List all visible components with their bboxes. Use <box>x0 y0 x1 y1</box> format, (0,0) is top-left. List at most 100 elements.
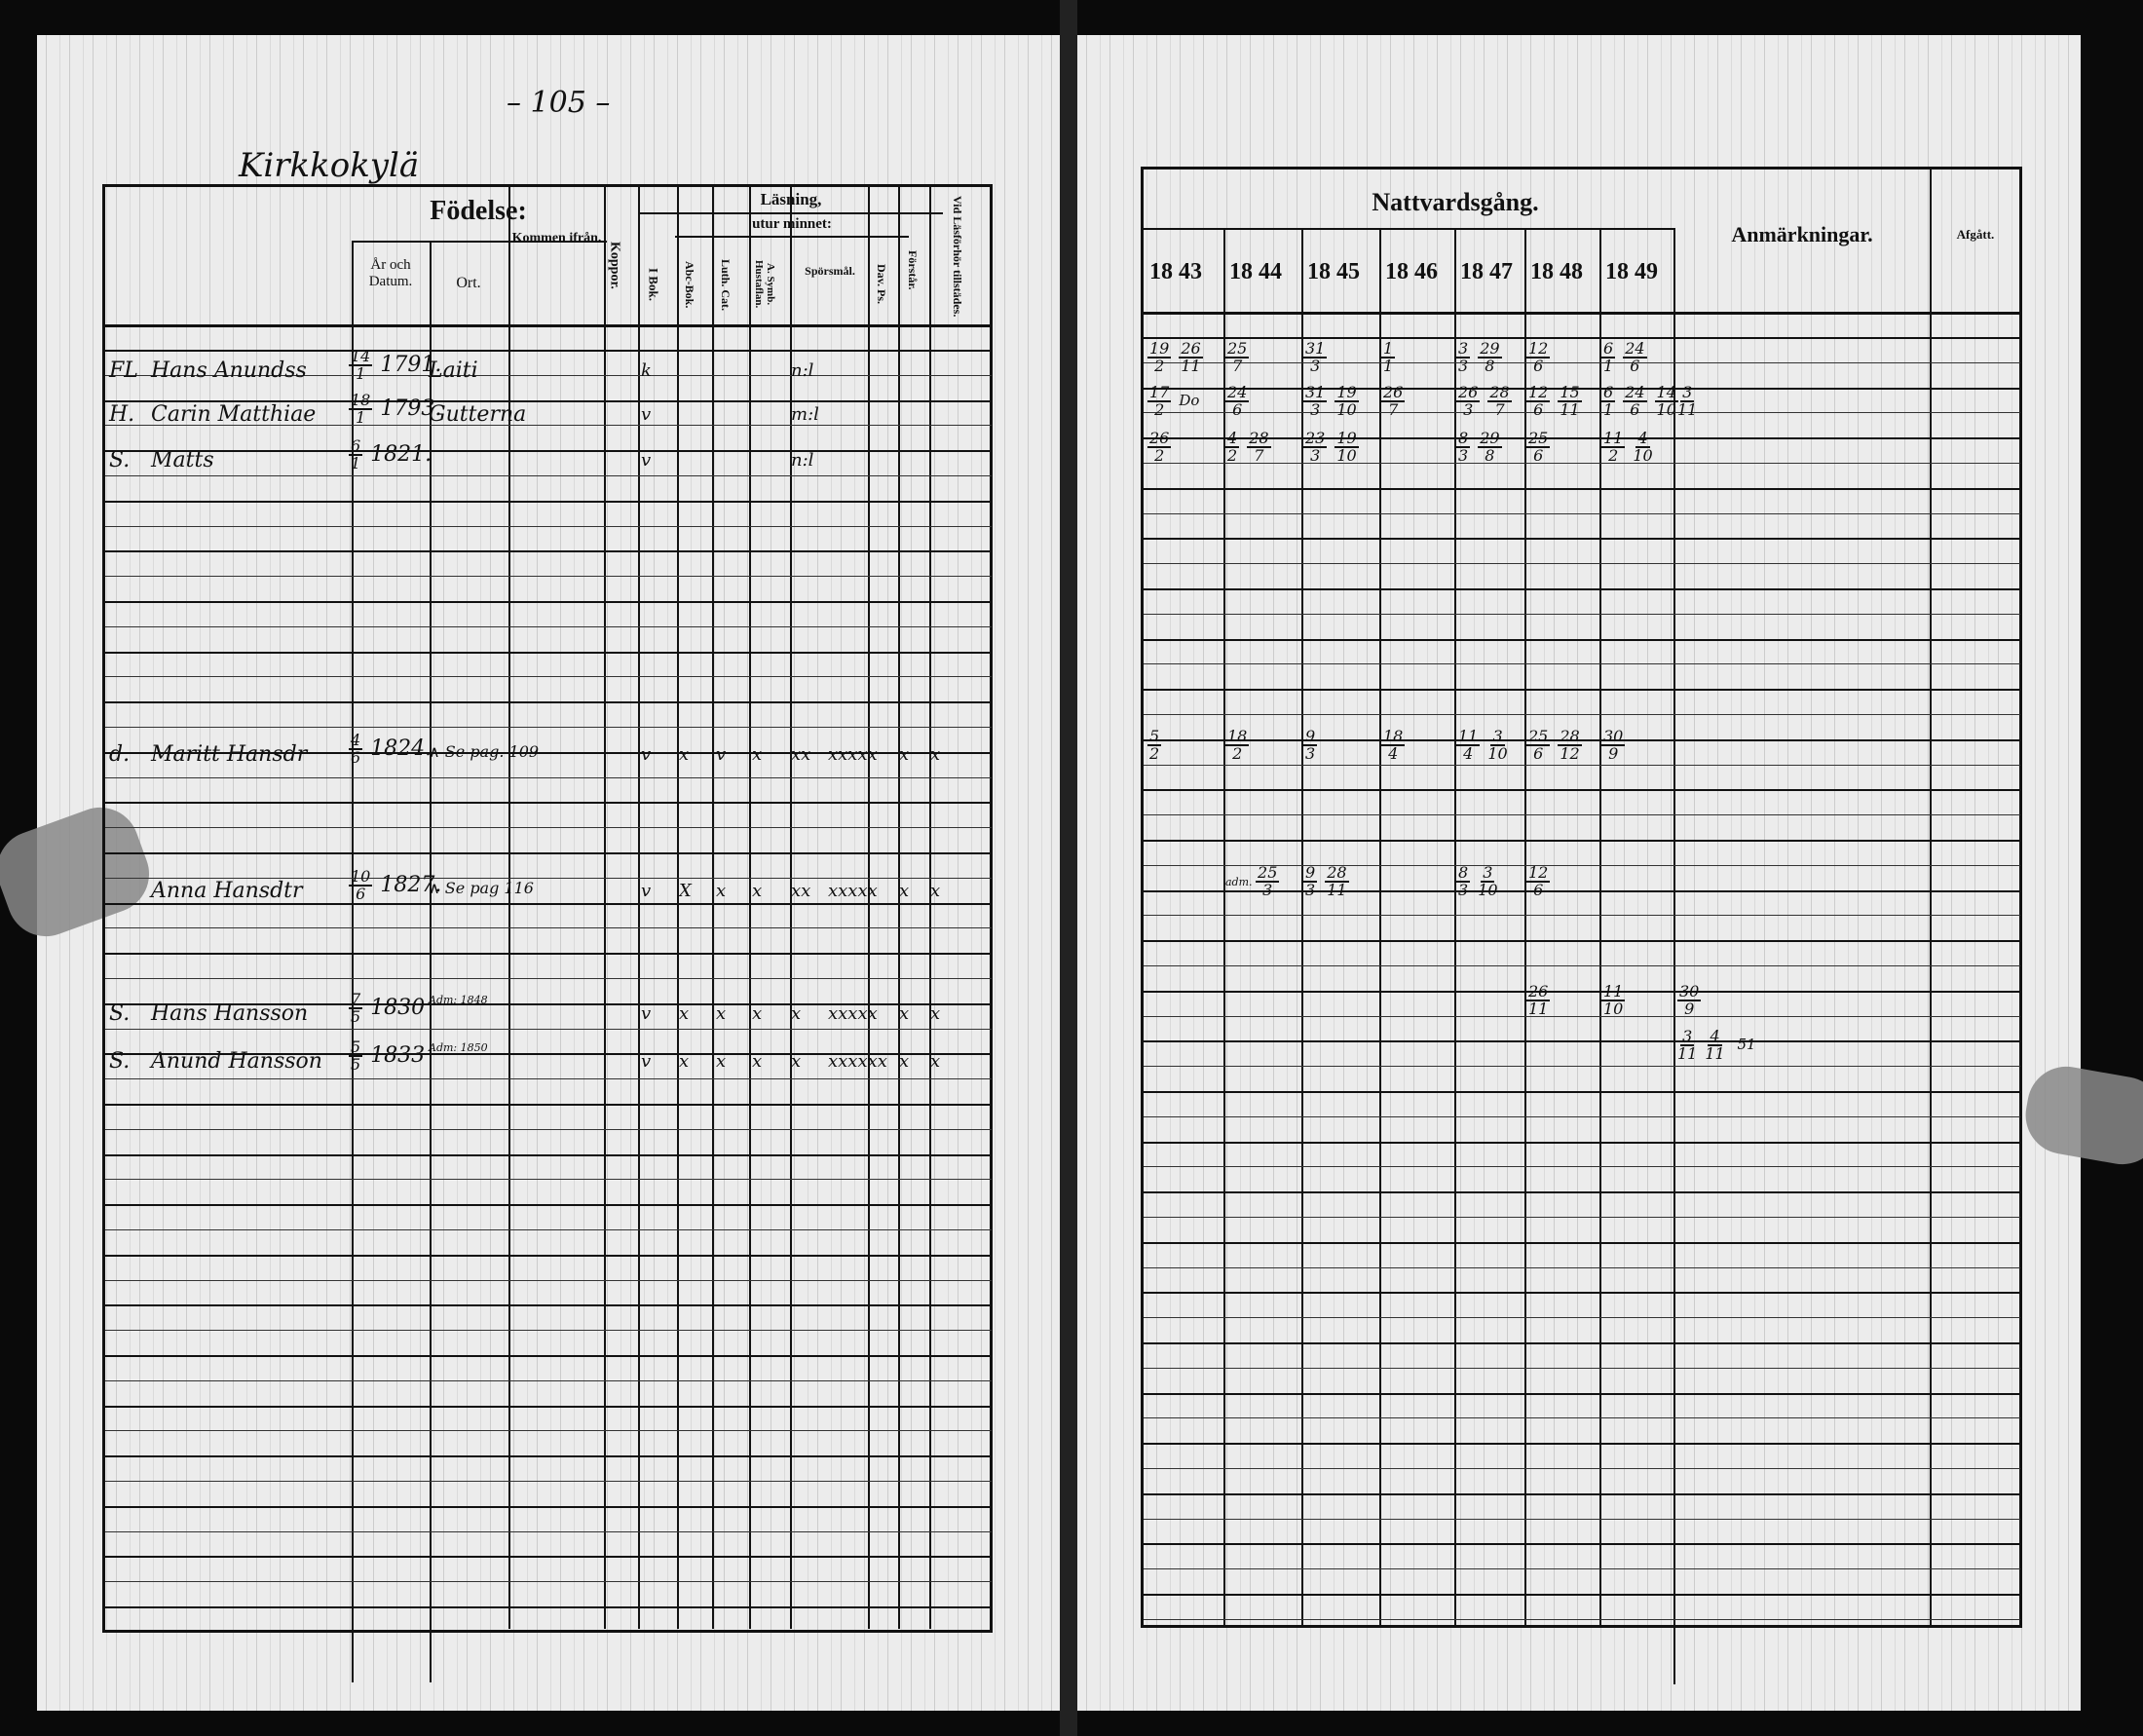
reading-mark: x <box>716 1051 727 1072</box>
row-line <box>1144 990 2020 993</box>
reading-mark: x <box>930 1051 941 1072</box>
row-line <box>105 350 992 352</box>
divider <box>352 241 607 243</box>
birth-year: 1821. <box>370 442 432 467</box>
row-line <box>1144 1217 2020 1218</box>
person-name: Hans Hansson <box>151 1001 309 1026</box>
date-fraction: 28 12 <box>1558 727 1582 763</box>
birth-date: 6 1 1821. <box>349 438 432 472</box>
reading-mark: x <box>752 744 763 765</box>
date-fraction: 25 6 <box>1526 429 1551 465</box>
header-abc-bok: Abc-Bok. <box>683 261 697 309</box>
row-line <box>1144 512 2020 514</box>
row-line <box>1144 840 2020 842</box>
row-line <box>1144 337 2020 339</box>
birth-date: 7 5 1830 <box>349 992 425 1025</box>
date-fraction: 4 10 <box>1633 429 1653 465</box>
date-fraction: 3 11 <box>1677 1027 1698 1063</box>
date-fraction: 15 11 <box>1558 383 1582 419</box>
row-line <box>105 1530 992 1532</box>
birth-date: 5 5 1833 <box>349 1039 425 1073</box>
column-line <box>430 241 432 1682</box>
date-fraction: 26 11 <box>1179 339 1203 375</box>
reading-mark: x <box>930 1003 941 1024</box>
row-line <box>105 1104 992 1106</box>
row-line <box>105 1379 992 1381</box>
row-line <box>1144 1091 2020 1093</box>
row-line <box>105 1430 992 1432</box>
reading-mark: xxxxx <box>828 881 878 901</box>
header-fodelse: Födelse: <box>430 196 527 226</box>
row-line <box>1144 1342 2020 1344</box>
date-fraction: 18 4 <box>1381 727 1406 763</box>
reading-mark: x <box>716 1003 727 1024</box>
date-fraction: 19 10 <box>1335 383 1359 419</box>
birth-date: 4 6 1824. <box>349 733 432 766</box>
communion-cell: 17 2 Do <box>1147 385 1205 418</box>
row-line <box>105 676 992 678</box>
communion-cell: 6 1 24 6 <box>1601 341 1655 374</box>
row-line <box>1144 1618 2020 1620</box>
column-line <box>790 187 792 1629</box>
column-line <box>1599 228 1601 1626</box>
date-fraction: 19 2 <box>1147 339 1172 375</box>
row-line <box>1144 663 2020 665</box>
reading-mark: x <box>752 1003 763 1024</box>
row-line <box>1144 361 2020 363</box>
reading-mark: x <box>899 744 910 765</box>
header-utur-minnet: utur minnet: <box>752 216 832 232</box>
person-name: Maritt Hansdr <box>151 742 308 767</box>
divider <box>675 236 909 238</box>
header-symb: A. Symb. Hustaflan. <box>753 260 777 309</box>
header-i-bok: I Bok. <box>646 268 661 301</box>
row-line <box>105 852 992 854</box>
person-prefix: FL <box>109 359 138 383</box>
communion-cell: 12 6 <box>1526 341 1558 374</box>
row-line <box>105 1053 992 1056</box>
date-fraction: 26 2 <box>1147 429 1172 465</box>
header-ort: Ort. <box>456 275 481 291</box>
date-fraction: 3 10 <box>1487 727 1508 763</box>
date-fraction: 24 6 <box>1623 383 1647 419</box>
communion-cell: 12 6 <box>1526 865 1558 898</box>
entry-text: Do <box>1179 392 1200 409</box>
communion-cell: 18 2 <box>1225 729 1257 762</box>
row-line <box>105 550 992 553</box>
row-line <box>105 374 992 376</box>
date-fraction: 11 10 <box>1601 982 1626 1018</box>
row-line <box>105 701 992 704</box>
row-line <box>1144 1241 2020 1244</box>
header-ar-datum: År och Datum. <box>368 257 413 289</box>
row-line <box>1144 638 2020 641</box>
reading-mark: X <box>679 881 692 901</box>
column-line <box>677 187 679 1629</box>
row-line <box>1144 965 2020 966</box>
row-line <box>105 475 992 476</box>
row-line <box>105 727 992 728</box>
communion-cell: 31 3 19 10 <box>1303 385 1367 418</box>
communion-cell: 25 7 <box>1225 341 1257 374</box>
birth-place: ∧ Se pag 116 <box>429 879 534 897</box>
birth-place: ∧ Se pag. 109 <box>429 742 540 761</box>
row-line <box>105 1028 992 1030</box>
reading-mark: x <box>752 881 763 901</box>
column-line <box>1223 228 1225 1626</box>
row-line <box>105 776 992 778</box>
row-line <box>105 576 992 578</box>
row-line <box>105 425 992 427</box>
birth-year: 1827. <box>380 873 442 897</box>
communion-cell: 11 2 4 10 <box>1601 431 1661 464</box>
reading-mark: xxxxx <box>828 1003 878 1024</box>
date-fraction: 31 3 <box>1303 383 1328 419</box>
header-anmarkningar: Anmärkningar. <box>1731 222 1873 246</box>
row-line <box>105 927 992 929</box>
date-fraction: 11 2 <box>1601 429 1626 465</box>
row-line <box>105 601 992 603</box>
header-divider <box>105 324 992 327</box>
date-fraction: 11 4 <box>1456 727 1481 763</box>
date-fraction: 28 7 <box>1247 429 1271 465</box>
book-gutter <box>1060 0 1077 1736</box>
reading-mark: x <box>791 1003 802 1024</box>
